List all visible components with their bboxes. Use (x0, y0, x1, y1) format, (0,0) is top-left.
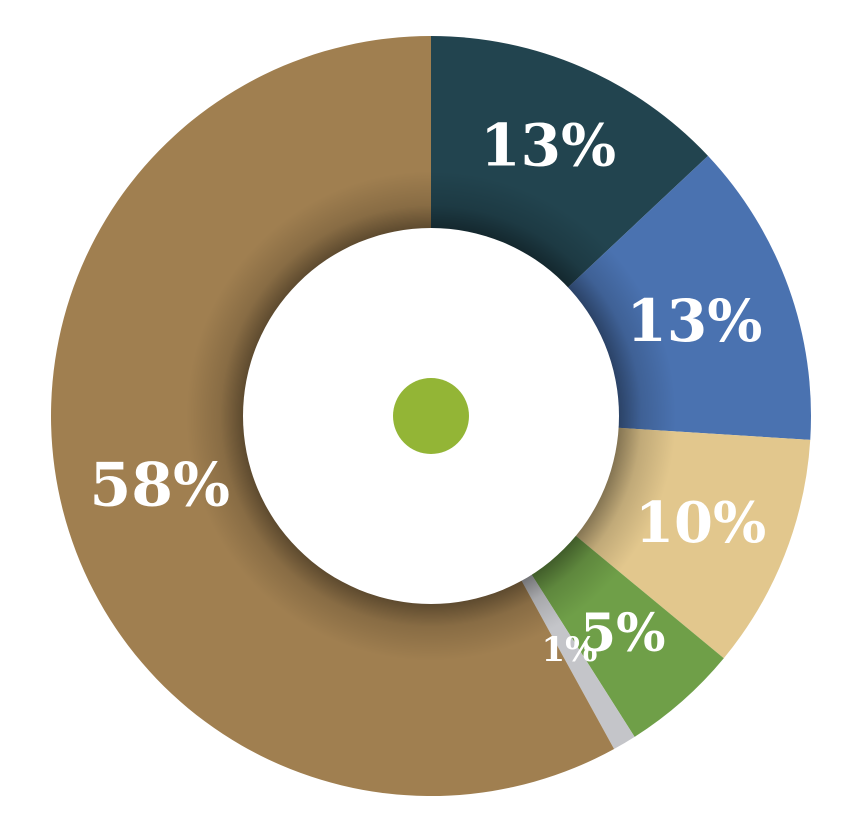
slice-label-1: 13% (480, 111, 616, 179)
slice-label-5: 1% (541, 630, 597, 670)
center-dot (393, 378, 469, 454)
slice-label-2: 13% (627, 287, 763, 355)
slice-label-3: 10% (635, 490, 766, 556)
slice-label-6: 58% (90, 451, 231, 521)
